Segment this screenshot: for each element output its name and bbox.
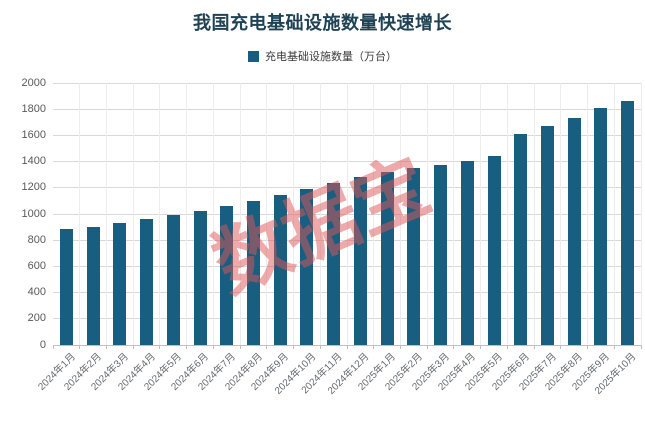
x-tick-0 xyxy=(52,345,54,349)
bar-2024年4月 xyxy=(140,219,154,345)
x-tick-22 xyxy=(640,345,642,349)
x-tick-17 xyxy=(506,345,508,349)
plot-area xyxy=(53,82,642,346)
v-gridline-2 xyxy=(105,83,107,345)
v-gridline-20 xyxy=(587,83,589,345)
y-tick-label-1600: 1600 xyxy=(21,128,46,141)
x-tick-15 xyxy=(453,345,455,349)
x-tick-21 xyxy=(613,345,615,349)
v-gridline-22 xyxy=(640,83,642,345)
y-tick-label-1200: 1200 xyxy=(21,181,46,194)
x-tick-14 xyxy=(426,345,428,349)
x-tick-16 xyxy=(480,345,482,349)
bar-2025年8月 xyxy=(567,117,581,345)
v-gridline-15 xyxy=(453,83,455,345)
bar-2025年6月 xyxy=(514,134,528,345)
legend-marker-square xyxy=(248,50,259,62)
x-tick-1 xyxy=(79,345,81,349)
bar-2024年5月 xyxy=(166,215,180,345)
v-gridline-10 xyxy=(319,83,321,345)
v-gridline-5 xyxy=(186,83,188,345)
v-gridline-16 xyxy=(480,83,482,345)
v-gridline-7 xyxy=(239,83,241,345)
x-tick-11 xyxy=(346,345,348,349)
x-tick-7 xyxy=(239,345,241,349)
bar-2025年2月 xyxy=(407,167,421,345)
x-tick-9 xyxy=(293,345,295,349)
v-gridline-1 xyxy=(79,83,81,345)
bar-2024年9月 xyxy=(273,195,287,345)
x-tick-6 xyxy=(212,345,214,349)
x-tick-4 xyxy=(159,345,161,349)
v-gridline-11 xyxy=(346,83,348,345)
y-tick-label-1400: 1400 xyxy=(21,155,46,168)
y-tick-label-400: 400 xyxy=(27,286,46,299)
v-gridline-3 xyxy=(132,83,134,345)
legend: 充电基础设施数量（万台） xyxy=(0,49,645,63)
bar-2025年10月 xyxy=(621,100,635,345)
v-gridline-17 xyxy=(506,83,508,345)
legend-label: 充电基础设施数量（万台） xyxy=(265,51,397,63)
v-gridline-14 xyxy=(426,83,428,345)
x-tick-8 xyxy=(266,345,268,349)
bar-2025年7月 xyxy=(540,126,554,345)
bar-2024年7月 xyxy=(220,206,234,345)
bar-2025年5月 xyxy=(487,156,501,345)
x-tick-18 xyxy=(533,345,535,349)
y-tick-label-1800: 1800 xyxy=(21,102,46,115)
bar-2024年10月 xyxy=(300,189,314,345)
v-gridline-6 xyxy=(212,83,214,345)
y-tick-label-600: 600 xyxy=(27,259,46,272)
v-gridline-12 xyxy=(373,83,375,345)
y-tick-label-2000: 2000 xyxy=(21,76,46,89)
v-gridline-19 xyxy=(560,83,562,345)
bar-2024年12月 xyxy=(353,177,367,345)
v-gridline-21 xyxy=(613,83,615,345)
x-tick-20 xyxy=(587,345,589,349)
y-tick-label-1000: 1000 xyxy=(21,207,46,220)
bar-2024年8月 xyxy=(246,201,260,345)
bar-2025年1月 xyxy=(380,172,394,345)
v-gridline-8 xyxy=(266,83,268,345)
y-tick-label-800: 800 xyxy=(27,233,46,246)
v-gridline-18 xyxy=(533,83,535,345)
bar-2025年3月 xyxy=(434,164,448,345)
bar-2024年6月 xyxy=(193,210,207,345)
v-gridline-13 xyxy=(399,83,401,345)
v-gridline-4 xyxy=(159,83,161,345)
bar-2024年1月 xyxy=(59,228,73,345)
bar-2025年9月 xyxy=(594,108,608,345)
y-tick-label-0: 0 xyxy=(39,338,46,351)
bar-2024年11月 xyxy=(327,183,341,345)
bar-2024年3月 xyxy=(113,223,127,345)
x-tick-13 xyxy=(399,345,401,349)
bar-2024年2月 xyxy=(86,226,100,345)
x-tick-19 xyxy=(560,345,562,349)
x-tick-2 xyxy=(105,345,107,349)
y-tick-label-200: 200 xyxy=(27,312,46,325)
x-tick-3 xyxy=(132,345,134,349)
v-gridline-9 xyxy=(293,83,295,345)
x-tick-5 xyxy=(186,345,188,349)
chart-title: 我国充电基础设施数量快速增长 xyxy=(193,13,452,33)
x-tick-12 xyxy=(373,345,375,349)
x-tick-10 xyxy=(319,345,321,349)
bar-2025年4月 xyxy=(460,160,474,345)
